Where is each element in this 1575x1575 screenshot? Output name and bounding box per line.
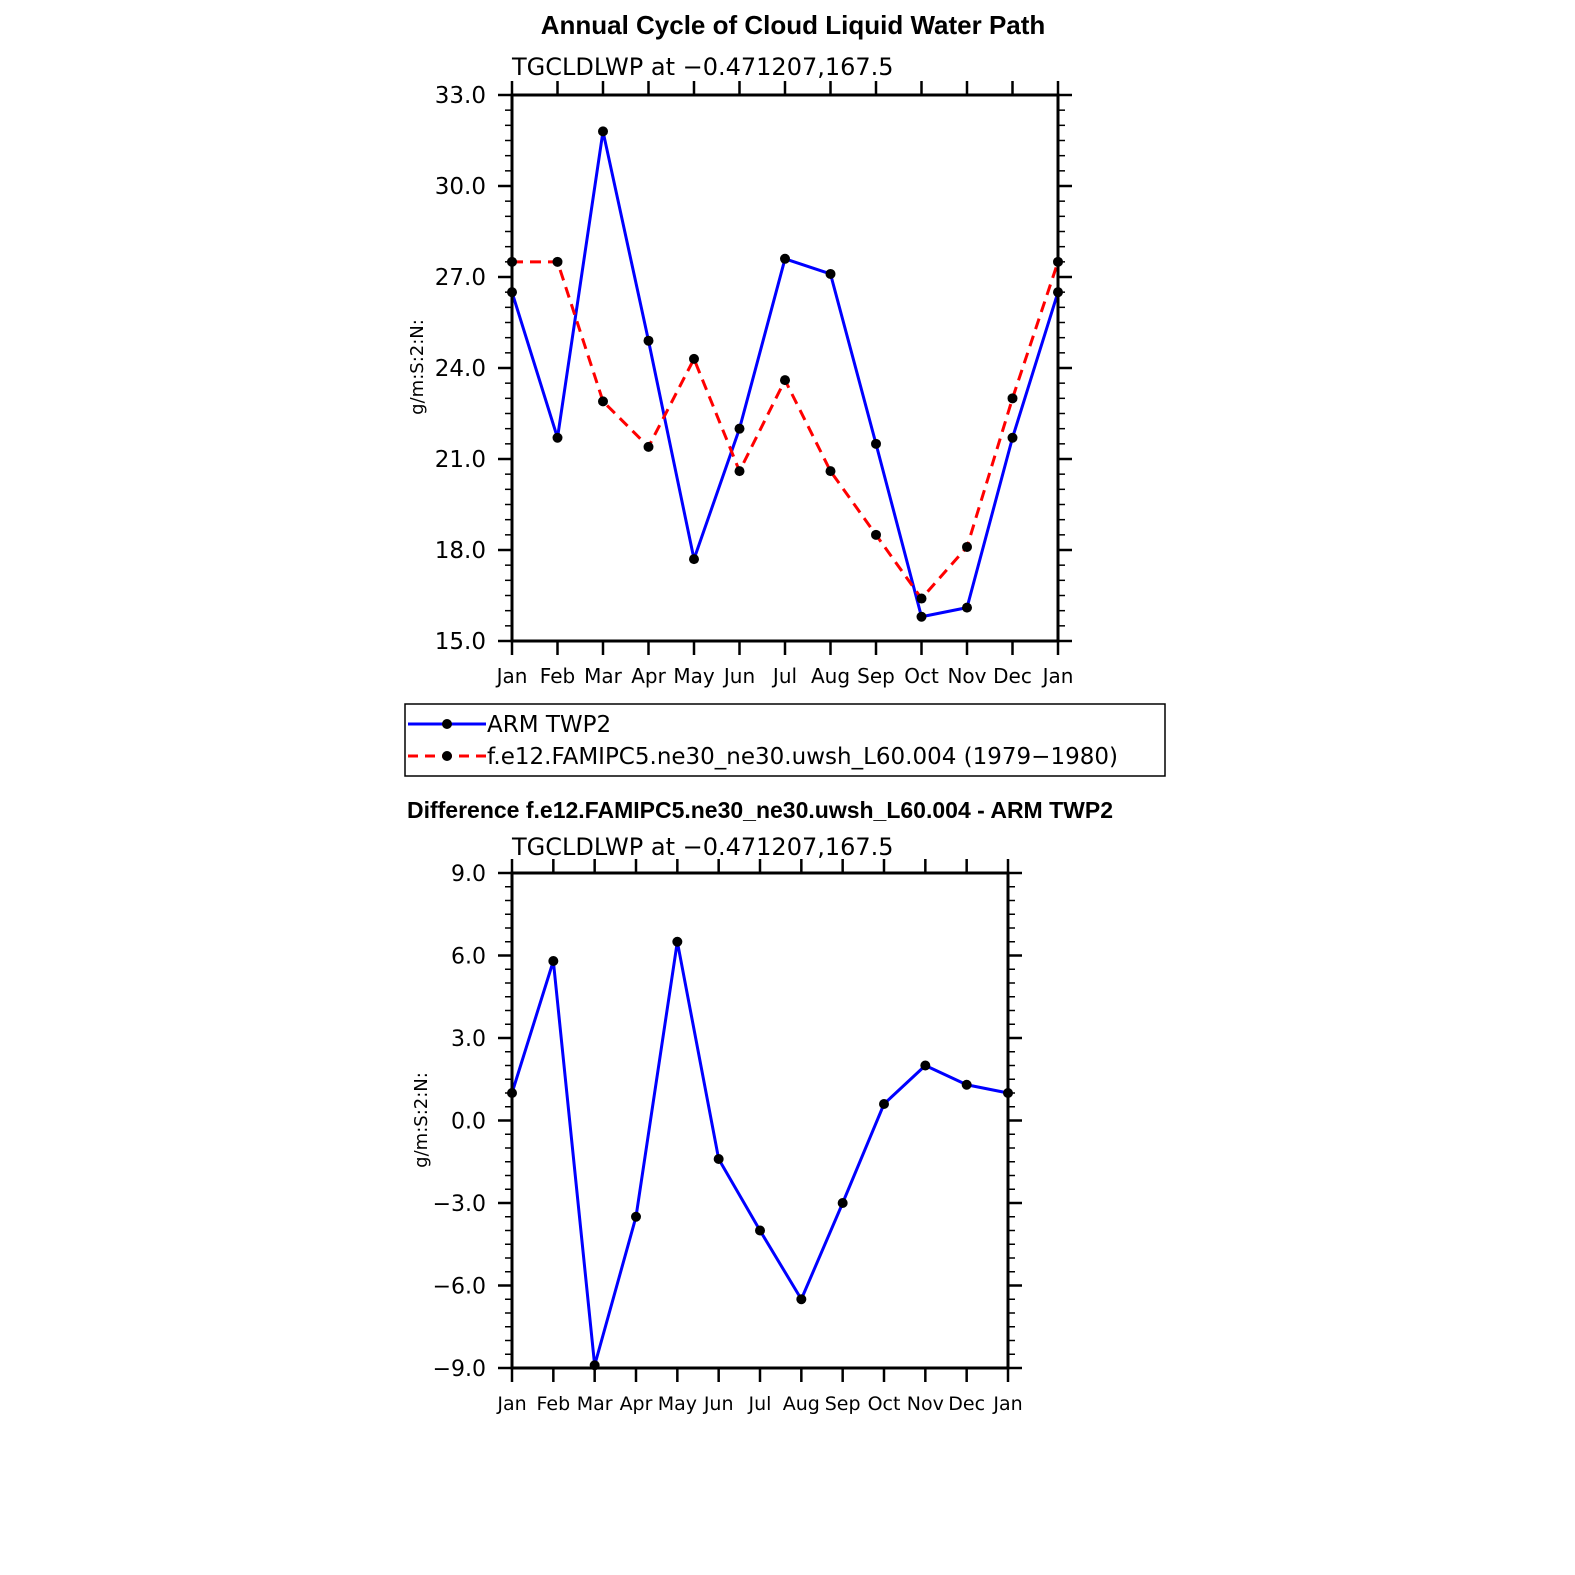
x-tick-label: Dec (948, 1393, 985, 1415)
y-tick-label: 21.0 (435, 447, 486, 473)
data-point (713, 1154, 724, 1164)
data-point (871, 438, 881, 449)
y-axis-label: g/m:S:2:N: (411, 1072, 432, 1168)
data-point (672, 936, 683, 947)
y-tick-label: −6.0 (433, 1275, 486, 1300)
data-point (643, 335, 654, 346)
data-point (920, 1060, 931, 1071)
x-tick-label: Jan (1041, 664, 1074, 688)
difference-chart: Difference f.e12.FAMIPC5.ne30_ne30.uwsh_… (407, 797, 1113, 1415)
chart-subtitle: TGCLDLWP at −0.471207,167.5 (511, 53, 894, 81)
x-tick-label: Jun (722, 664, 755, 688)
x-tick-label: Nov (907, 1393, 944, 1415)
y-tick-label: 24.0 (435, 356, 486, 382)
data-point (962, 602, 972, 613)
data-point (689, 554, 699, 565)
data-point (552, 256, 563, 267)
y-tick-label: −3.0 (433, 1192, 486, 1217)
x-tick-label: Mar (584, 664, 623, 688)
legend: ARM TWP2 f.e12.FAMIPC5.ne30_ne30.uwsh_L6… (404, 703, 1166, 777)
x-tick-label: Dec (993, 664, 1032, 688)
y-tick-label: 15.0 (435, 629, 486, 655)
data-point (548, 956, 559, 966)
y-tick-label: 33.0 (435, 83, 486, 109)
data-point (961, 1079, 972, 1090)
data-point (871, 529, 881, 540)
y-tick-label: 27.0 (435, 265, 486, 291)
data-point (552, 432, 563, 443)
plot-frame (510, 93, 1060, 643)
x-tick-label: Jan (495, 664, 528, 688)
data-point (689, 353, 699, 364)
y-axis-label: g/m:S:2:N: (407, 319, 428, 415)
x-tick-label: Nov (947, 664, 986, 688)
data-point (734, 423, 745, 434)
series-layer (507, 126, 1063, 622)
data-point (879, 1099, 889, 1109)
data-point (837, 1198, 848, 1208)
series-line (512, 260, 1060, 601)
legend-marker-model (442, 751, 452, 761)
y-tick-label: 0.0 (451, 1110, 486, 1135)
data-point (631, 1211, 641, 1222)
legend-box (404, 703, 1166, 777)
series-layer (507, 936, 1013, 1371)
plot-frame (510, 871, 1010, 1370)
x-tick-label: Sep (857, 664, 895, 688)
data-point (916, 611, 927, 622)
x-tick-label: Jul (748, 1393, 772, 1415)
y-tick-label: −9.0 (433, 1357, 486, 1382)
data-point (916, 593, 927, 604)
y-tick-label: 9.0 (451, 862, 486, 887)
x-tick-label: Oct (868, 1393, 901, 1415)
x-tick-label: Jan (992, 1393, 1022, 1415)
chart-subtitle: TGCLDLWP at −0.471207,167.5 (511, 833, 894, 861)
legend-marker-arm (442, 719, 452, 729)
chart-title: Annual Cycle of Cloud Liquid Water Path (541, 10, 1046, 40)
data-point (1007, 393, 1018, 404)
x-tick-label: Aug (783, 1393, 820, 1415)
y-tick-label: 6.0 (451, 945, 486, 970)
x-tick-label: Feb (540, 664, 575, 688)
x-tick-label: May (673, 664, 715, 688)
axis-ticks: −9.0 −6.0 −3.0 0.0 3.0 6.0 9.0 Jan Feb Mar Apr May J… (433, 859, 1023, 1415)
x-tick-label: Mar (577, 1393, 613, 1415)
y-tick-label: 3.0 (451, 1027, 486, 1052)
x-tick-label: Jun (703, 1393, 734, 1415)
data-point (780, 375, 790, 386)
x-tick-label: Apr (620, 1393, 653, 1415)
data-point (598, 396, 608, 407)
y-tick-label: 18.0 (435, 538, 486, 564)
x-tick-label: Feb (537, 1393, 571, 1415)
data-point (825, 268, 836, 279)
axis-ticks: 15.0 18.0 21.0 24.0 27.0 30.0 33.0 Jan Feb Mar Apr… (435, 81, 1074, 688)
data-point (825, 466, 836, 477)
x-tick-label: Jul (771, 664, 797, 688)
data-point (1007, 432, 1018, 443)
data-point (780, 253, 790, 264)
x-tick-label: May (658, 1393, 697, 1415)
x-tick-label: Aug (811, 664, 850, 688)
x-tick-label: Sep (825, 1393, 861, 1415)
x-tick-label: Oct (904, 664, 939, 688)
data-point (755, 1225, 765, 1236)
data-point (598, 126, 608, 137)
annual-cycle-chart: Annual Cycle of Cloud Liquid Water Path … (407, 10, 1073, 688)
data-point (796, 1294, 807, 1305)
data-point (962, 541, 972, 552)
legend-label-model: f.e12.FAMIPC5.ne30_ne30.uwsh_L60.004 (19… (487, 744, 1118, 770)
y-tick-label: 30.0 (435, 174, 486, 200)
legend-label-arm: ARM TWP2 (487, 712, 611, 738)
x-tick-label: Jan (496, 1393, 526, 1415)
data-point (643, 441, 654, 452)
x-tick-label: Apr (631, 664, 666, 688)
chart-title: Difference f.e12.FAMIPC5.ne30_ne30.uwsh_… (407, 797, 1113, 823)
data-point (734, 466, 745, 477)
series-line (510, 940, 1009, 1367)
